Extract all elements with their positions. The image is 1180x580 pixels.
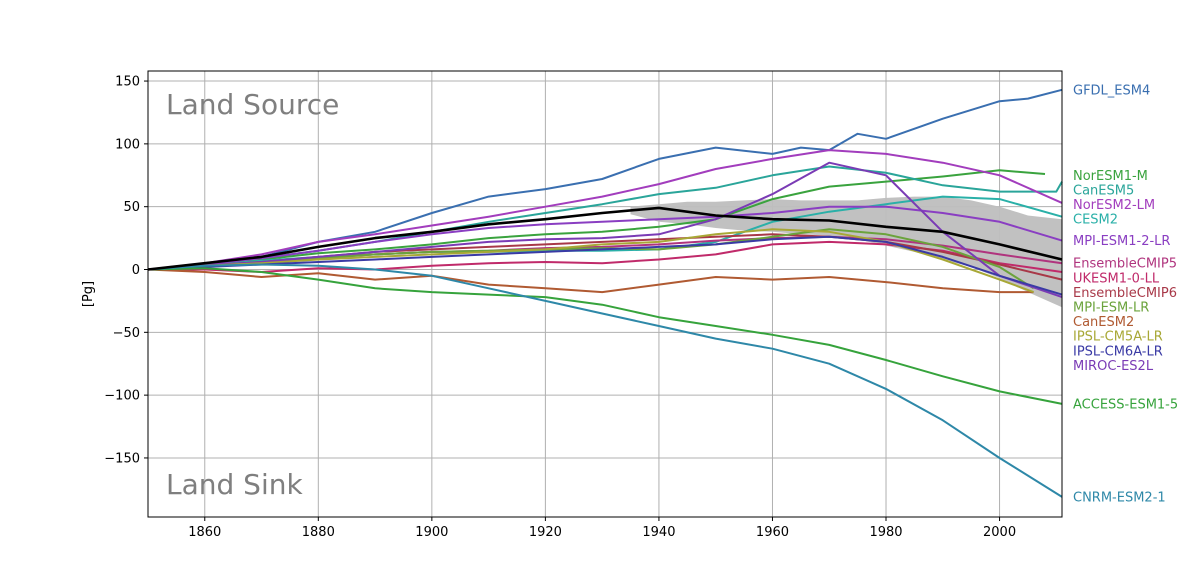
legend-label-noresm1-m: NorESM1-M	[1073, 169, 1148, 184]
annotation-land-sink: Land Sink	[166, 468, 303, 501]
line-noresm2-lm	[147, 149, 1063, 271]
y-axis-label: [Pg]	[81, 281, 96, 307]
y-tick-label: −150	[104, 451, 140, 466]
y-tick-label: 100	[115, 137, 140, 152]
legend-label-ukesm1-0-ll: UKESM1-0-LL	[1073, 271, 1160, 286]
legend: GFDL_ESM4 NorESM1-MCanESM5NorESM2-LMCESM2…	[1073, 83, 1178, 505]
x-tick-label: 2000	[983, 525, 1016, 540]
line-cnrm-esm2-1	[147, 263, 1063, 498]
x-tick-label: 1920	[529, 525, 562, 540]
line-ipsl-cm6a-lr	[147, 235, 1063, 296]
legend-label-ipsl-cm5a-lr: IPSL-CM5A-LR	[1073, 330, 1163, 345]
line-mpi-esm1-2-lr	[147, 205, 1063, 271]
x-tick-label: 1940	[642, 525, 675, 540]
spread-band-area	[630, 196, 1062, 308]
legend-label-ensemblecmip5: EnsembleCMIP5	[1073, 257, 1177, 272]
annotation-land-source: Land Source	[166, 88, 339, 121]
x-tick-label: 1880	[302, 525, 335, 540]
legend-label-access-esm1-5: ACCESS-ESM1-5	[1073, 397, 1178, 412]
ensemble-spread-band	[630, 196, 1062, 308]
line-noresm1-m	[147, 169, 1046, 271]
legend-label-canesm5: CanESM5	[1073, 183, 1134, 198]
legend-label-cnrm-esm2-1: CNRM-ESM2-1	[1073, 490, 1166, 505]
y-tick-label: −100	[104, 389, 140, 404]
plot-frame	[147, 70, 1063, 518]
x-tick-label: 1960	[756, 525, 789, 540]
legend-label-mpi-esm-lr: MPI-ESM-LR	[1073, 301, 1149, 316]
ticks: 1860 1880 1900 1920 1940 1960 1980 2000 150 100 50…	[104, 75, 1016, 540]
x-tick-label: 1860	[188, 525, 221, 540]
legend-label-ipsl-cm6a-lr: IPSL-CM6A-LR	[1073, 344, 1163, 359]
legend-label-cesm2: CESM2	[1073, 213, 1118, 228]
legend-label-canesm2: CanESM2	[1073, 315, 1134, 330]
line-access-esm1-5	[147, 267, 1063, 405]
y-tick-label: 0	[132, 263, 140, 278]
legend-label-noresm2-lm: NorESM2-LM	[1073, 198, 1155, 213]
y-tick-label: 150	[115, 75, 140, 90]
ensemble-mean	[147, 206, 1063, 271]
legend-label-miroc-es2l: MIROC-ES2L	[1073, 359, 1154, 374]
x-tick-label: 1900	[415, 525, 448, 540]
legend-label-mpi-esm1-2-lr: MPI-ESM1-2-LR	[1073, 234, 1170, 249]
y-tick-label: 50	[123, 200, 140, 215]
series-lines	[147, 88, 1063, 498]
legend-label-gfdl-esm4: GFDL_ESM4	[1073, 83, 1150, 98]
legend-label-ensemblecmip6: EnsembleCMIP6	[1073, 286, 1177, 301]
y-tick-label: −50	[113, 326, 140, 341]
line-ensemble-mean	[147, 206, 1063, 271]
x-tick-label: 1980	[869, 525, 902, 540]
line-canesm2	[147, 268, 1034, 294]
line-miroc-es2l	[147, 161, 1063, 299]
